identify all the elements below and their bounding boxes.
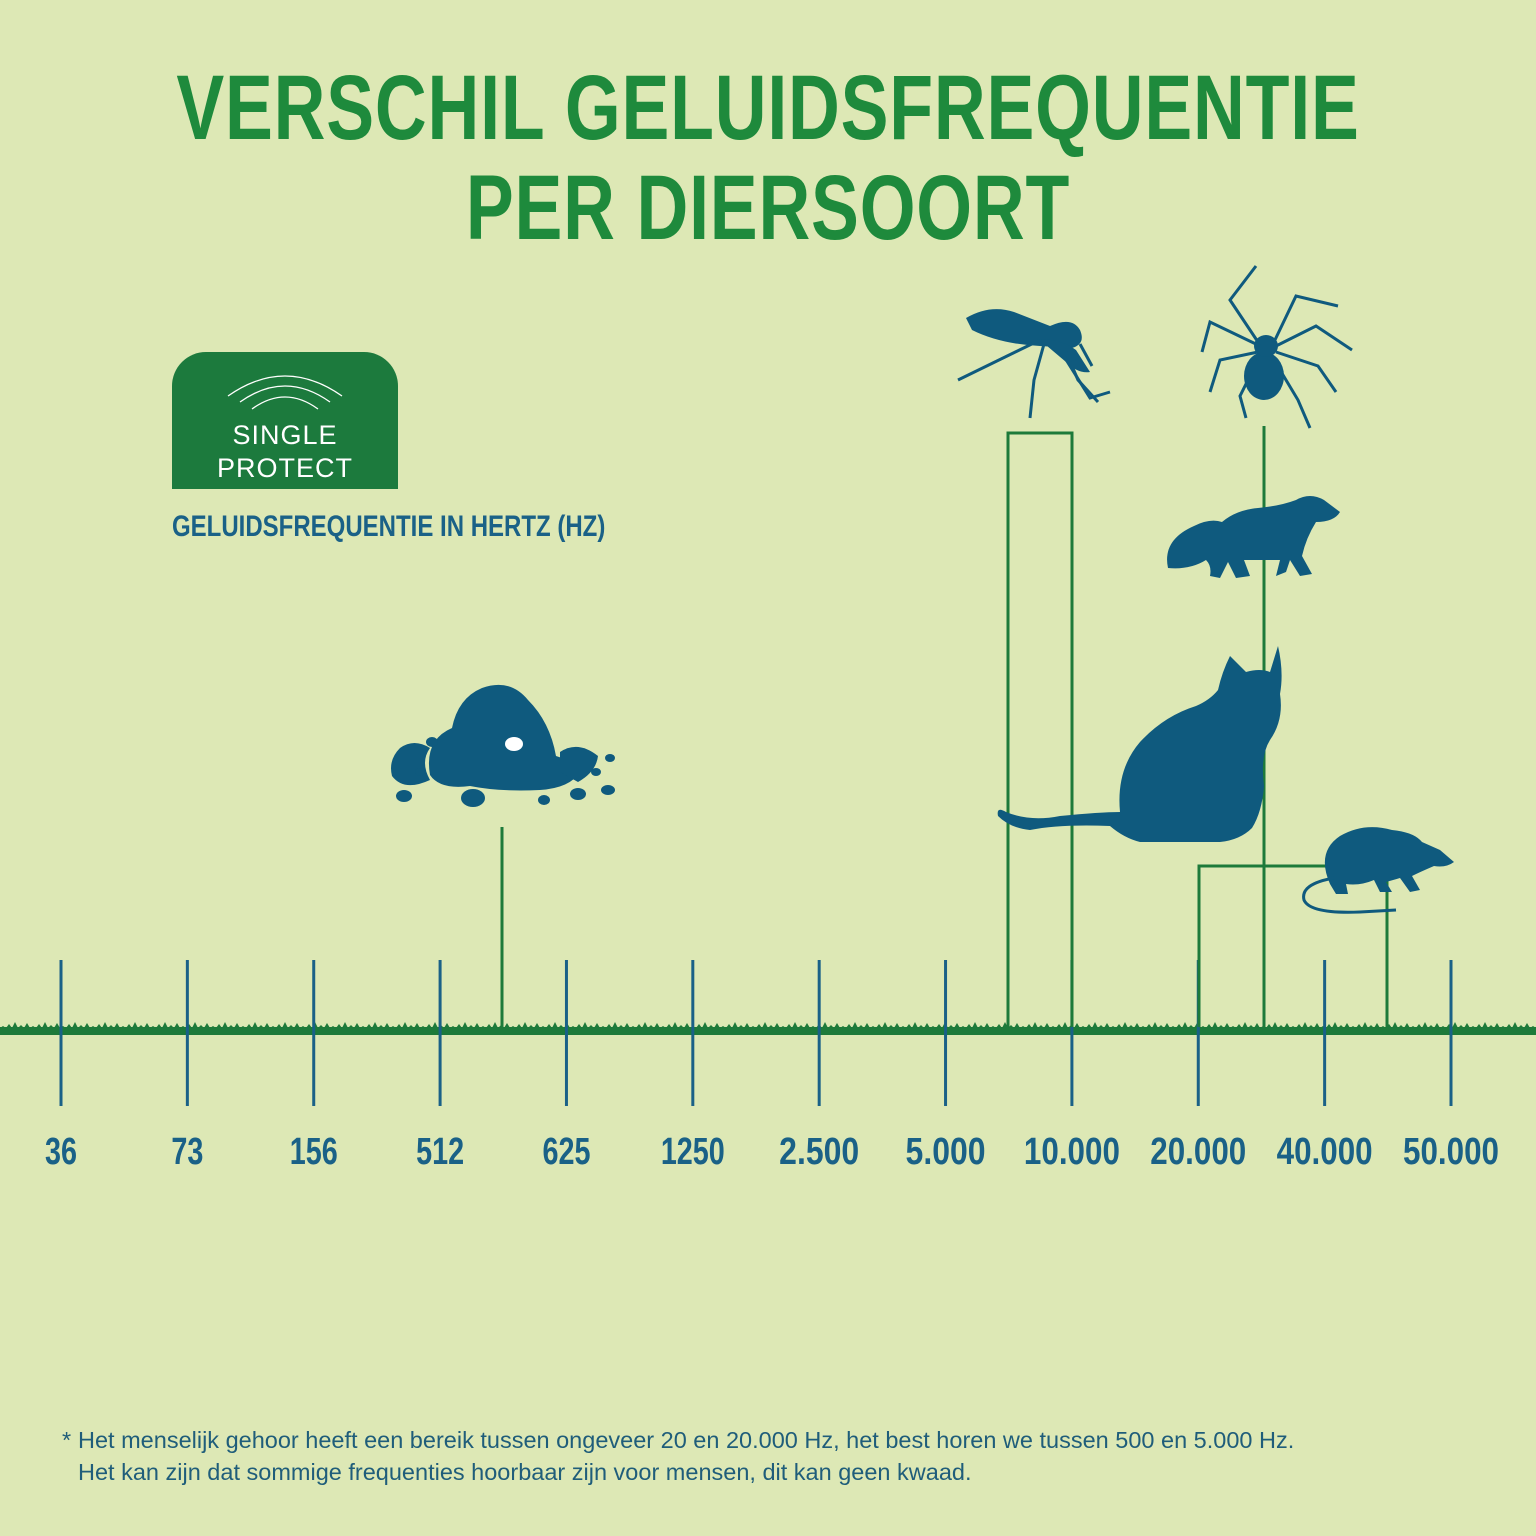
tick-label-9: 20.000 — [1150, 1131, 1246, 1173]
grass-axis — [0, 1022, 1536, 1035]
tick-label-8: 10.000 — [1024, 1131, 1120, 1173]
cat-icon — [997, 646, 1282, 842]
chart-title: VERSCHIL GELUIDSFREQUENTIE PER DIERSOORT — [169, 58, 1367, 258]
tick-label-1: 73 — [171, 1131, 203, 1173]
tick-label-10: 40.000 — [1277, 1131, 1373, 1173]
mole-icon — [391, 684, 615, 807]
axis-subtitle: GELUIDSFREQUENTIE IN HERTZ (HZ) — [172, 510, 606, 543]
tick-label-4: 625 — [542, 1131, 590, 1173]
single-protect-badge: SINGLE PROTECT — [172, 352, 398, 489]
mouse-marker — [1197, 864, 1389, 1027]
badge-line-1: SINGLE — [232, 420, 338, 450]
tick-label-3: 512 — [416, 1131, 464, 1173]
marten-icon — [1167, 496, 1340, 578]
footnote-asterisk: * — [62, 1427, 72, 1453]
tick-label-5: 1250 — [661, 1131, 725, 1173]
tick-label-7: 5.000 — [906, 1131, 986, 1173]
mosquito-cat-marker — [1006, 431, 1074, 1027]
mosquito-icon — [957, 309, 1111, 419]
mouse-icon — [1302, 827, 1454, 914]
badge-line-2: PROTECT — [216, 453, 353, 483]
tick-label-0: 36 — [45, 1131, 77, 1173]
title-line-1: VERSCHIL GELUIDSFREQUENTIE — [176, 57, 1360, 159]
sound-waves-icon — [227, 375, 343, 410]
spider-icon — [1200, 265, 1353, 429]
tick-label-2: 156 — [290, 1131, 338, 1173]
tick-label-11: 50.000 — [1403, 1131, 1499, 1173]
tick-labels: 36 73 156 512 625 1250 2.500 5.000 10.000 20.000 4… — [45, 1131, 1499, 1173]
tick-label-6: 2.500 — [779, 1131, 859, 1173]
title-line-2: PER DIERSOORT — [465, 157, 1071, 259]
footnote-line-1: Het menselijk gehoor heeft een bereik tu… — [78, 1427, 1295, 1453]
footnote-line-2: Het kan zijn dat sommige frequenties hoo… — [78, 1459, 972, 1485]
